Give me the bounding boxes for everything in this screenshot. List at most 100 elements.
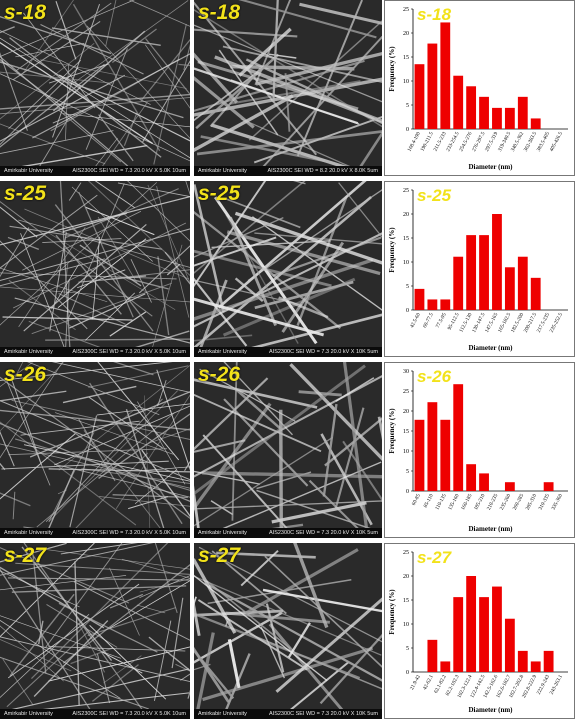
sample-label: s-26 [4, 363, 47, 386]
y-axis-label: Frequency (%) [388, 227, 396, 273]
histogram-bar [479, 96, 489, 129]
histogram-bar [440, 661, 451, 672]
histogram-bar [479, 235, 489, 310]
histogram-bar [466, 235, 477, 310]
x-tick-label: 42.5-60 [409, 312, 422, 329]
sample-row: s-25 Amirkabir University AIS2300C SEI WD … [0, 181, 578, 357]
institution-label: Amirkabir University [198, 711, 247, 717]
histogram-bar [517, 96, 528, 129]
histogram-bar [517, 650, 528, 672]
histogram-bar [414, 288, 425, 310]
x-axis-label: Diameter (nm) [469, 525, 514, 533]
y-tick-label: 25 [403, 7, 409, 13]
instrument-info: AIS2300C SEI WD = 8.2 20.0 kV X 8.0K 5um [267, 168, 378, 174]
histogram-bar [530, 661, 541, 672]
fiber-texture [194, 362, 382, 538]
histogram-bar [492, 214, 502, 310]
sem-micrograph: s-26 Amirkabir University AIS2300C SEI WD … [194, 362, 382, 538]
instrument-info: AIS2300C SEI WD = 7.3 20.0 kV X 10K 5um [269, 530, 378, 536]
institution-label: Amirkabir University [4, 168, 53, 174]
sample-label: s-18 [198, 1, 241, 24]
diameter-histogram: s-26 0 5 10 15 20 25 30 60-85 85-110 110-135 135-16… [384, 362, 575, 538]
y-tick-label: 10 [403, 622, 409, 628]
histogram-bar [530, 118, 541, 129]
fiber-texture [194, 543, 382, 719]
histogram-bar [427, 43, 438, 130]
sample-label: s-25 [198, 182, 241, 205]
histogram-bar [492, 107, 502, 129]
sample-row: s-18 Amirkabir University AIS2300C SEI WD … [0, 0, 578, 176]
chart-title: s-25 [417, 186, 452, 205]
instrument-info: AIS2300C SEI WD = 7.3 20.0 kV X 10K 5um [269, 349, 378, 355]
x-tick-label: 135-160 [447, 493, 461, 511]
sample-row: s-27 Amirkabir University AIS2300C SEI WD … [0, 543, 578, 719]
x-tick-label: 21.9-42 [409, 674, 422, 691]
institution-label: Amirkabir University [198, 349, 247, 355]
x-tick-label: 210-235 [486, 493, 500, 511]
y-tick-label: 5 [406, 469, 409, 475]
x-tick-label: 77.5-95 [435, 312, 448, 329]
y-tick-label: 5 [406, 646, 409, 652]
y-tick-label: 25 [403, 389, 409, 395]
fiber-texture [0, 0, 190, 176]
sample-label: s-27 [198, 544, 241, 567]
institution-label: Amirkabir University [4, 711, 53, 717]
sem-info-bar: Amirkabir University AIS2300C SEI WD = 8.… [194, 166, 382, 176]
sample-row: s-26 Amirkabir University AIS2300C SEI WD … [0, 362, 578, 538]
y-tick-label: 0 [406, 489, 409, 495]
x-tick-label: 85-110 [423, 493, 435, 509]
histogram-bar [543, 482, 554, 491]
y-axis-label: Frequency (%) [388, 589, 396, 635]
sem-info-bar: Amirkabir University AIS2300C SEI WD = 7.… [0, 347, 190, 357]
x-tick-label: 160-185 [460, 493, 474, 511]
histogram-bar [453, 597, 464, 672]
histogram-bar [492, 586, 502, 672]
x-tick-label: 60-77.5 [422, 312, 435, 329]
y-tick-label: 25 [403, 550, 409, 556]
x-tick-label: 235-260 [499, 493, 513, 511]
x-tick-label: 110-135 [434, 493, 448, 511]
histogram-bar [427, 402, 438, 491]
institution-label: Amirkabir University [198, 168, 247, 174]
instrument-info: AIS2300C SEI WD = 7.3 20.0 kV X 10K 5um [269, 711, 378, 717]
y-tick-label: 0 [406, 670, 409, 676]
y-tick-label: 10 [403, 260, 409, 266]
instrument-info: AIS2300C SEI WD = 7.3 20.0 kV X 5.0K 10u… [72, 168, 186, 174]
histogram-bar [414, 64, 425, 129]
histogram-bar [504, 618, 515, 672]
histogram-bar [543, 650, 554, 672]
sem-micrograph: s-27 Amirkabir University AIS2300C SEI WD … [194, 543, 382, 719]
y-tick-label: 25 [403, 188, 409, 194]
y-tick-label: 0 [406, 127, 409, 133]
fiber-texture [194, 181, 382, 355]
x-tick-label: 310-335 [538, 493, 552, 511]
sem-micrograph: s-26 Amirkabir University AIS2300C SEI WD … [0, 362, 190, 538]
x-tick-label: 60-85 [411, 493, 422, 507]
histogram-bar [427, 639, 438, 672]
histogram-bar [466, 86, 477, 129]
sem-micrograph: s-27 Amirkabir University AIS2300C SEI WD … [0, 543, 190, 719]
y-tick-label: 10 [403, 79, 409, 85]
sem-micrograph: s-25 Amirkabir University AIS2300C SEI WD … [0, 181, 190, 357]
histogram-bar [504, 107, 515, 129]
sem-info-bar: Amirkabir University AIS2300C SEI WD = 7.… [0, 166, 190, 176]
sem-micrograph: s-18 Amirkabir University AIS2300C SEI WD … [0, 0, 190, 176]
sample-label: s-18 [4, 1, 47, 24]
x-axis-label: Diameter (nm) [469, 344, 514, 352]
fiber-texture [194, 0, 382, 176]
x-tick-label: 243-263.1 [549, 674, 564, 696]
y-tick-label: 30 [403, 369, 409, 375]
y-tick-label: 20 [403, 574, 409, 580]
x-tick-label: 185-210 [473, 493, 487, 511]
y-tick-label: 15 [403, 236, 409, 242]
x-tick-label: 42-62.1 [422, 674, 435, 691]
y-tick-label: 5 [406, 103, 409, 109]
y-tick-label: 0 [406, 308, 409, 314]
histogram-bar [479, 597, 489, 672]
chart-title: s-26 [417, 367, 452, 386]
y-axis-label: Frequency (%) [388, 408, 396, 454]
histogram-bar [440, 419, 451, 491]
histogram-bar [466, 576, 477, 672]
